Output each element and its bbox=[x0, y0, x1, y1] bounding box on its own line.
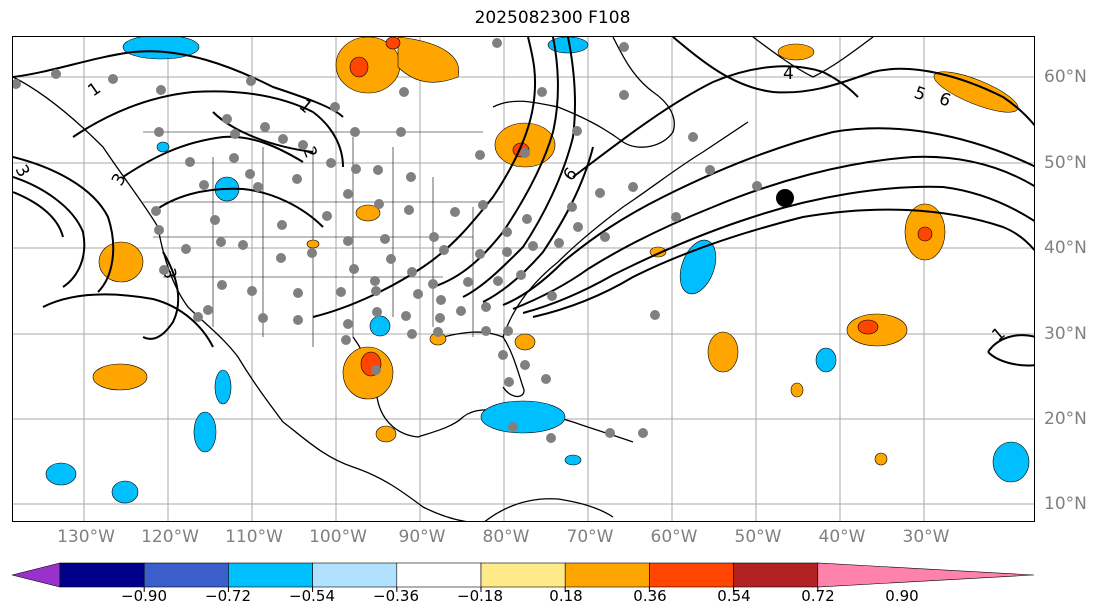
lon-label: 120°W bbox=[141, 527, 199, 547]
lat-label: 30°N bbox=[1044, 324, 1087, 344]
colorbar-tick-label: 0.72 bbox=[801, 587, 835, 605]
lon-label: 50°W bbox=[734, 527, 782, 547]
colorbar-segment bbox=[649, 562, 734, 588]
colorbar-tick-label: 0.54 bbox=[717, 587, 751, 605]
colorbar-segment bbox=[564, 562, 650, 588]
lon-label: 60°W bbox=[650, 527, 698, 547]
colorbar-tick-label: −0.90 bbox=[121, 587, 167, 605]
lat-label: 10°N bbox=[1044, 494, 1087, 514]
lat-label: 60°N bbox=[1044, 67, 1087, 87]
lon-label: 80°W bbox=[482, 527, 530, 547]
lon-label: 110°W bbox=[225, 527, 283, 547]
lon-label: 40°W bbox=[818, 527, 866, 547]
colorbar-segment bbox=[733, 562, 819, 588]
colorbar-tick-label: −0.72 bbox=[205, 587, 251, 605]
lat-label: 50°N bbox=[1044, 153, 1087, 173]
colorbar-extend-high bbox=[817, 562, 1035, 588]
center-marker-icon bbox=[776, 189, 794, 207]
contour-label: 1 bbox=[84, 79, 104, 102]
colorbar-segment bbox=[480, 562, 566, 588]
colorbar bbox=[11, 562, 1035, 592]
anomaly-patches bbox=[45, 37, 1030, 504]
contour-label: 1 bbox=[295, 96, 316, 118]
colorbar-tick-label: −0.36 bbox=[373, 587, 419, 605]
contour-label: 1 bbox=[988, 324, 1009, 346]
contour-label: 5 bbox=[911, 83, 928, 105]
colorbar-tick-label: 0.18 bbox=[549, 587, 583, 605]
contour-lines bbox=[13, 37, 1034, 367]
colorbar-segment bbox=[59, 562, 145, 588]
lon-label: 70°W bbox=[566, 527, 614, 547]
station-dots bbox=[13, 38, 762, 443]
map-title: 2025082300 F108 bbox=[474, 8, 631, 28]
contour-label: 4 bbox=[783, 64, 794, 84]
colorbar-tick-label: −0.18 bbox=[457, 587, 503, 605]
colorbar-extend-low bbox=[11, 562, 61, 588]
map-panel: 1 2 3 3 3 4 5 6 6 1 1 bbox=[12, 36, 1035, 522]
colorbar-tick-label: 0.36 bbox=[633, 587, 667, 605]
coastlines bbox=[13, 37, 874, 521]
lon-label: 130°W bbox=[57, 527, 115, 547]
colorbar-segment bbox=[228, 562, 313, 588]
colorbar-segment bbox=[143, 562, 229, 588]
contour-label: 6 bbox=[560, 164, 582, 185]
lon-label: 30°W bbox=[902, 527, 950, 547]
lat-label: 40°N bbox=[1044, 238, 1087, 258]
colorbar-tick-label: −0.54 bbox=[289, 587, 335, 605]
colorbar-tick-label: 0.90 bbox=[885, 587, 919, 605]
graticule bbox=[13, 37, 1034, 521]
lon-label: 100°W bbox=[309, 527, 367, 547]
contour-label: 3 bbox=[13, 162, 33, 181]
lon-label: 90°W bbox=[398, 527, 446, 547]
contour-label: 6 bbox=[936, 89, 953, 111]
colorbar-segment bbox=[396, 562, 482, 588]
lat-label: 20°N bbox=[1044, 409, 1087, 429]
colorbar-segment bbox=[312, 562, 398, 588]
